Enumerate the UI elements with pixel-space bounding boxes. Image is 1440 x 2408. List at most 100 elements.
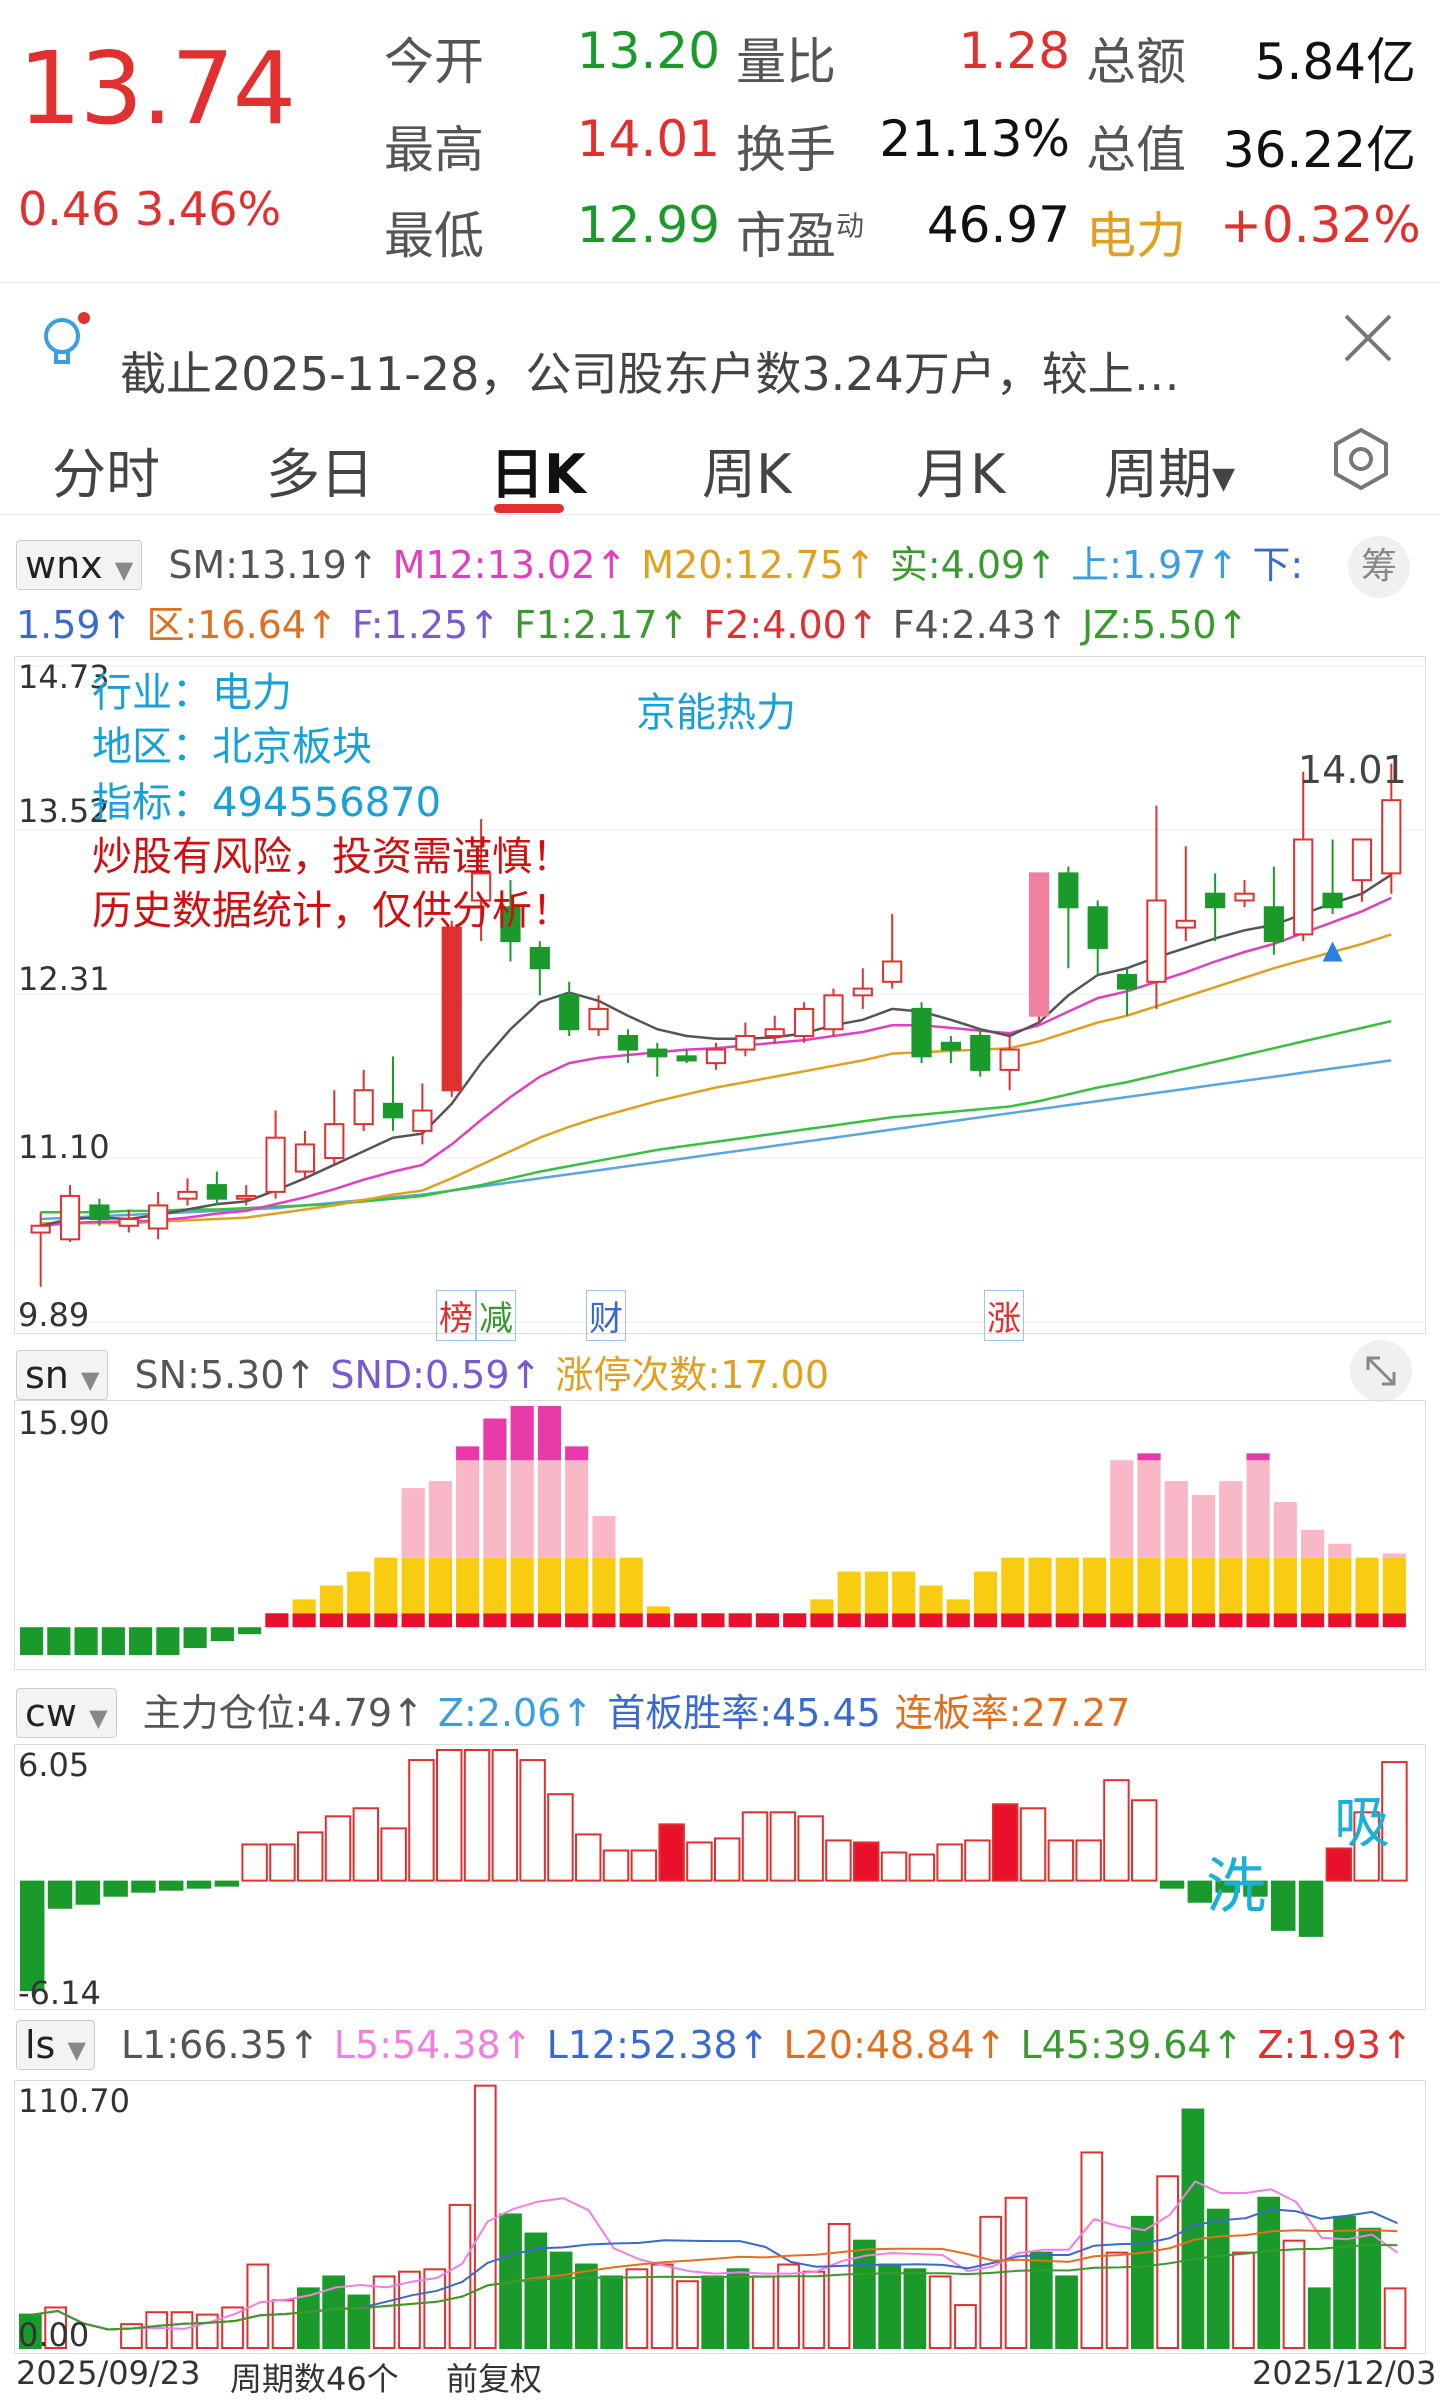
legend-item: 区:16.64↑ bbox=[146, 603, 338, 647]
tab-monthly-k[interactable]: 月K bbox=[916, 443, 1006, 506]
ls-bar bbox=[246, 2263, 270, 2349]
cw-bar bbox=[1187, 1880, 1213, 1903]
tab-period-dropdown[interactable]: 周期▼ bbox=[1104, 430, 1235, 509]
ls-bar bbox=[1105, 2251, 1129, 2349]
cw-bar bbox=[352, 1807, 380, 1882]
cw-bar bbox=[436, 1749, 463, 1882]
sn-bar-segment bbox=[292, 1599, 316, 1614]
candle-body bbox=[382, 1102, 404, 1119]
cw-bar bbox=[241, 1843, 268, 1882]
chip-distribution-button[interactable]: 筹 bbox=[1348, 536, 1410, 598]
cw-bar bbox=[630, 1849, 658, 1882]
sn-chart[interactable] bbox=[14, 1400, 1424, 1668]
settings-hexagon-icon[interactable] bbox=[1326, 424, 1396, 494]
ls-bar bbox=[423, 2268, 447, 2349]
quote-value: 36.22亿 bbox=[1222, 121, 1416, 179]
cw-panel[interactable] bbox=[14, 1744, 1426, 2010]
ma60-line bbox=[40, 1059, 1392, 1221]
ls-bar bbox=[1004, 2196, 1028, 2349]
candle-body bbox=[206, 1184, 227, 1200]
expand-icon[interactable] bbox=[1350, 1340, 1412, 1402]
tab-weekly-k[interactable]: 周K bbox=[702, 443, 792, 506]
tag-finance[interactable]: 财 bbox=[586, 1290, 626, 1341]
cw-bar bbox=[1298, 1880, 1324, 1937]
sn-bar-segment bbox=[456, 1460, 480, 1558]
candle-body bbox=[118, 1217, 139, 1227]
sn-bar-segment bbox=[1164, 1613, 1188, 1628]
legend-item: L45:39.64↑ bbox=[1020, 2023, 1244, 2067]
sn-bar-segment bbox=[1191, 1495, 1216, 1558]
ls-bar bbox=[145, 2311, 169, 2350]
legend-item: M20:12.75↑ bbox=[641, 543, 876, 587]
sn-indicator-selector[interactable]: sn ▼ bbox=[16, 1350, 109, 1400]
legend-item: M12:13.02↑ bbox=[392, 543, 628, 587]
close-icon[interactable] bbox=[1340, 310, 1396, 366]
tag-reduce[interactable]: 减 bbox=[476, 1290, 516, 1341]
tab-daily-k[interactable]: 日K bbox=[490, 443, 586, 506]
region-label: 地区：北京板块 bbox=[92, 724, 372, 770]
legend-item: 连板率:27.27 bbox=[894, 1691, 1131, 1735]
cw-indicator-selector[interactable]: cw ▼ bbox=[16, 1688, 117, 1738]
sn-bar-segment bbox=[1273, 1557, 1297, 1614]
sn-bar-segment bbox=[1246, 1460, 1270, 1558]
wash-label: 洗 bbox=[1206, 1852, 1266, 1922]
quote-label: 总额 bbox=[1086, 33, 1186, 91]
tag-rank[interactable]: 榜 bbox=[436, 1290, 476, 1341]
notice-text[interactable]: 截止2025-11-28，公司股东户数3.24万户，较上… bbox=[120, 347, 1180, 401]
ls-chart[interactable] bbox=[14, 2080, 1424, 2352]
ls-bar bbox=[271, 2299, 295, 2350]
sn-y-label-top: 15.90 bbox=[18, 1404, 110, 1442]
quote-value: 12.99 bbox=[576, 196, 720, 254]
cw-bar bbox=[825, 1839, 852, 1882]
legend-item: F4:2.43↑ bbox=[892, 603, 1068, 647]
ls-indicator-selector[interactable]: ls ▼ bbox=[16, 2020, 95, 2070]
tag-limit-up[interactable]: 涨 bbox=[984, 1290, 1024, 1341]
sn-bar-segment bbox=[592, 1515, 616, 1558]
ls-bar bbox=[954, 2304, 977, 2349]
candle-body bbox=[764, 1028, 785, 1038]
main-indicator-selector[interactable]: wnx ▼ bbox=[16, 540, 143, 590]
tab-multiday[interactable]: 多日 bbox=[266, 443, 374, 506]
quote-value: 46.97 bbox=[926, 196, 1070, 254]
cw-bar bbox=[769, 1811, 797, 1882]
sn-bar bbox=[129, 1627, 153, 1656]
cw-bar bbox=[491, 1749, 519, 1882]
kline-panel[interactable] bbox=[14, 656, 1426, 1334]
kline-chart[interactable] bbox=[14, 656, 1424, 1332]
sn-bar-segment bbox=[456, 1557, 480, 1614]
quote-value: +0.32% bbox=[1220, 196, 1421, 254]
cw-chart[interactable] bbox=[14, 1744, 1424, 2008]
quote-label: 量比 bbox=[736, 33, 836, 91]
candle-body bbox=[735, 1035, 756, 1051]
sn-bar-segment bbox=[483, 1557, 507, 1614]
legend-item: L12:52.38↑ bbox=[546, 2023, 770, 2067]
sn-bar-segment bbox=[565, 1446, 589, 1461]
sn-bar-segment bbox=[1219, 1557, 1243, 1614]
cw-bar bbox=[741, 1811, 769, 1882]
sn-bar-segment bbox=[646, 1606, 671, 1614]
price-change: 0.46 3.46% bbox=[18, 182, 281, 236]
cw-bar bbox=[686, 1841, 713, 1882]
notice-bar[interactable] bbox=[0, 282, 1440, 393]
ls-bar bbox=[1131, 2215, 1154, 2349]
cw-bar bbox=[1131, 1799, 1158, 1882]
ls-bar bbox=[473, 2084, 497, 2350]
cw-bar bbox=[992, 1803, 1019, 1882]
candle-body bbox=[471, 872, 492, 902]
cw-bar bbox=[408, 1759, 435, 1882]
sn-bar-segment bbox=[1382, 1553, 1406, 1558]
ls-panel[interactable] bbox=[14, 2080, 1426, 2354]
ls-bar bbox=[1206, 2208, 1230, 2349]
absorb-label: 吸 bbox=[1334, 1791, 1390, 1856]
sn-bar-segment bbox=[1382, 1613, 1406, 1628]
sn-bar-segment bbox=[374, 1557, 398, 1614]
ls-bar bbox=[726, 2268, 750, 2349]
sn-bar-segment bbox=[1164, 1481, 1188, 1558]
ls-bar bbox=[1181, 2108, 1205, 2350]
tab-intraday[interactable]: 分时 bbox=[52, 443, 160, 506]
legend-item: L20:48.84↑ bbox=[783, 2023, 1007, 2067]
adjust-mode[interactable]: 前复权 bbox=[446, 2360, 543, 2398]
legend-item: Z:1.93↑ bbox=[1257, 2023, 1413, 2067]
sn-panel[interactable] bbox=[14, 1400, 1426, 1670]
ls-bar bbox=[1383, 2287, 1407, 2350]
